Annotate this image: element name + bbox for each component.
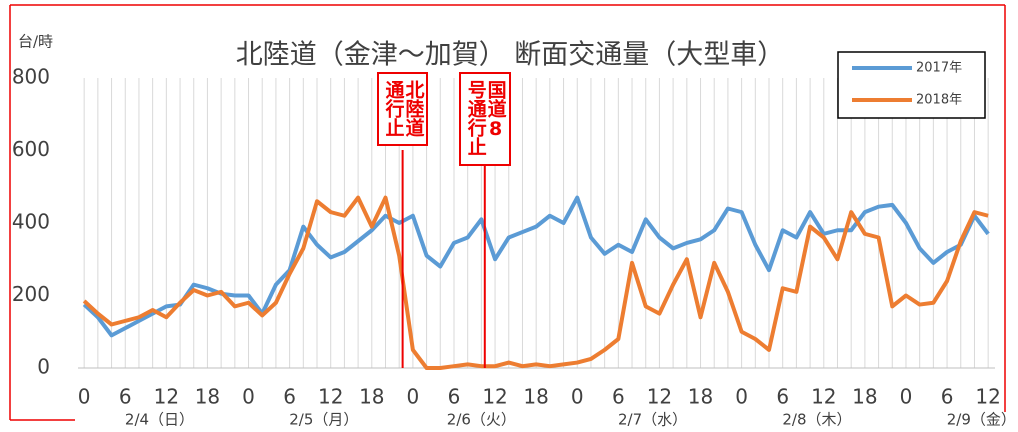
x-tick-label: 12	[318, 385, 343, 409]
legend-label: 2018年	[916, 93, 962, 108]
x-tick-label: 0	[242, 385, 255, 409]
x-tick-label: 0	[900, 385, 913, 409]
x-tick-label: 12	[482, 385, 507, 409]
x-tick-label: 6	[776, 385, 789, 409]
x-tick-label: 12	[647, 385, 672, 409]
annotation: 国道8号通行止	[458, 72, 511, 166]
x-tick-label: 6	[448, 385, 461, 409]
chart-title: 北陸道（金津〜加賀） 断面交通量（大型車）	[236, 40, 785, 71]
x-tick-label: 0	[735, 385, 748, 409]
x-tick-label: 0	[78, 385, 91, 409]
x-tick-label: 18	[523, 385, 548, 409]
x-tick-label: 18	[852, 385, 877, 409]
x-tick-label: 6	[941, 385, 954, 409]
x-tick-label: 0	[571, 385, 584, 409]
y-unit: 台/時	[18, 33, 53, 51]
series-line	[82, 195, 989, 370]
x-tick-label: 18	[688, 385, 713, 409]
y-tick-label: 800	[12, 65, 50, 89]
annotation: 北陸道通行止	[376, 72, 429, 146]
date-label: 2/9（金）	[947, 411, 1016, 429]
x-tick-label: 6	[119, 385, 132, 409]
y-tick-label: 600	[12, 137, 50, 161]
x-tick-label: 18	[195, 385, 220, 409]
x-tick-label: 12	[811, 385, 836, 409]
y-tick-label: 0	[37, 355, 50, 379]
x-tick-label: 6	[612, 385, 625, 409]
y-tick-label: 200	[12, 282, 50, 306]
date-label: 2/4（日）	[125, 411, 194, 429]
series-line	[82, 195, 990, 338]
legend: 2017年 2018年	[837, 51, 986, 119]
x-tick-label: 12	[975, 385, 1000, 409]
y-tick-label: 400	[12, 210, 50, 234]
date-label: 2/6（火）	[447, 411, 516, 429]
legend-box	[837, 51, 986, 119]
x-tick-label: 6	[283, 385, 296, 409]
x-tick-label: 18	[359, 385, 384, 409]
x-tick-label: 0	[407, 385, 420, 409]
date-label: 2/5（月）	[289, 411, 358, 429]
date-label: 2/7（水）	[618, 411, 687, 429]
x-tick-label: 12	[154, 385, 179, 409]
legend-label: 2017年	[916, 61, 962, 76]
date-label: 2/8（木）	[782, 411, 851, 429]
